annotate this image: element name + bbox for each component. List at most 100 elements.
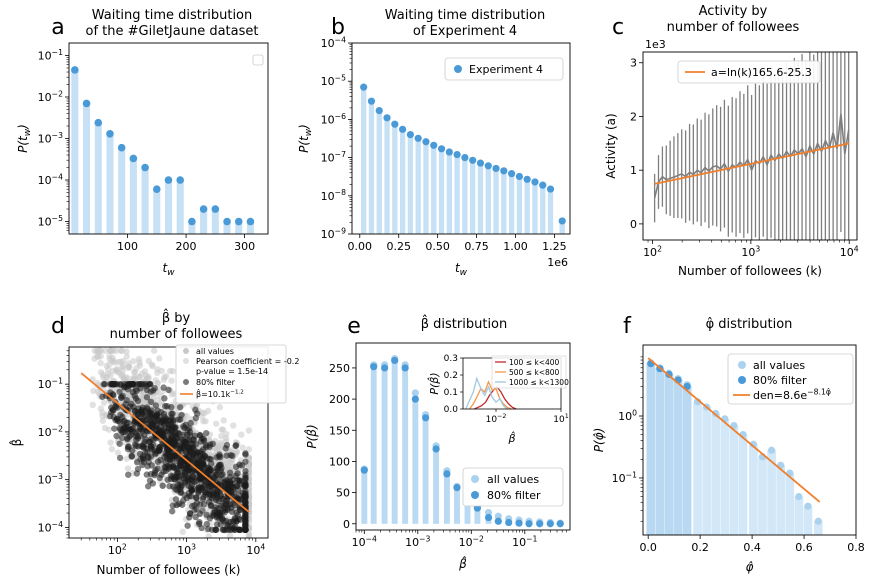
inset-y-tick-label-1: 0.1 [444,388,458,398]
bar-e-filter-4 [402,367,409,524]
point-e-filter-7 [432,445,440,453]
point-filter-958 [202,468,210,475]
point-e-filter-1 [370,363,378,371]
axes-frame-d [68,346,269,539]
point-filter-658 [204,525,212,533]
legend-box-f [727,353,854,405]
point-filter-613 [179,501,186,508]
point-all-821 [100,374,107,381]
x-axis-label-f: φ̂ [746,560,754,574]
point-filter-672 [129,447,136,454]
point-filter-962 [228,508,236,516]
point-b-7 [414,134,422,142]
point-all-262 [100,399,108,406]
point-all-510 [123,348,130,355]
point-filter-932 [160,433,168,440]
bar-b-9 [431,145,437,234]
legend-label-f-all: all values [753,359,805,372]
point-all-552 [117,347,125,354]
point-a-12 [211,205,220,213]
point-filter-979 [124,434,131,442]
bar-e-filter-1 [370,366,377,524]
point-filter-998 [134,408,141,416]
point-filter-980 [157,443,164,450]
point-all-605 [104,370,112,378]
bar-e-filter-8 [443,473,450,524]
legend-label-d-0: all values [196,347,234,356]
y-tick-label-e-2: 100 [329,455,350,468]
point-filter-452 [116,440,123,447]
x-tick-label-c-1: 103 [741,244,760,259]
point-a-13 [223,217,231,226]
panel-a: 100 200 300 10−5 10−4 10−3 10−2 10−1 Waiting tim… [16,8,269,278]
point-all-1074 [204,407,212,415]
panel-letter-a: a [51,15,64,40]
x-tick-label-b-5: 1.25 [542,240,567,253]
point-b-18 [500,167,508,175]
bar-b-12 [454,154,460,234]
point-b-11 [445,148,453,156]
point-filter-889 [125,419,132,427]
point-filter-892 [183,449,190,456]
point-filter-967 [191,502,198,509]
legend-marker-d-filter [183,379,189,385]
point-filter-729 [132,442,140,449]
x-tick-label-d-2: 104 [246,542,265,557]
point-f-all-18 [814,517,822,525]
point-filter-610 [216,451,223,458]
point-filter-662 [217,521,224,528]
point-filter-212 [162,402,169,410]
bar-f-all-13 [767,450,776,535]
bar-f-all-18 [814,521,823,535]
legend-box-c [677,60,821,84]
x-tick-label-e-2: 10−2 [459,534,484,549]
panel-b: 0.00 0.25 0.50 0.75 1.00 1.25 10−9 10−8 10−7 10−6… [297,8,571,278]
point-all-1179 [233,448,240,456]
point-filter-804 [242,458,249,465]
point-all-1059 [94,348,101,355]
bar-a-0 [71,69,79,234]
y-tick-label-c-3: 3 [630,57,637,70]
panel-letter-f: f [623,314,632,339]
point-b-20 [515,172,523,181]
y-tick-label-f-0: 10−1 [612,470,637,485]
series-line-c [653,113,850,199]
bar-e-filter-10 [464,500,471,524]
point-filter-711 [188,481,196,488]
bar-a-7 [153,189,161,234]
point-filter-997 [168,508,176,515]
point-e-all-5 [411,389,419,397]
point-all-593 [245,532,253,538]
point-filter-830 [170,463,177,470]
point-a-11 [199,205,208,213]
point-filter-856 [200,437,208,445]
point-a-8 [164,176,173,184]
point-filter-928 [172,496,180,503]
point-filter-840 [242,488,249,495]
y-tick-label-d-1: 10−3 [38,472,63,487]
point-filter-56 [147,398,155,406]
bar-f-all-15 [785,473,795,535]
point-filter-655 [152,450,159,458]
point-e-filter-6 [422,414,430,422]
point-a-3 [106,129,114,138]
point-filter-914 [195,455,203,463]
y-axis-label-d: β̂ [8,439,24,447]
inset-x-tick-label-1: 101 [553,413,568,425]
point-filter-986 [180,465,188,472]
point-filter-974 [242,474,249,481]
point-filter-330 [154,465,161,472]
point-all-91 [230,539,236,545]
point-filter-846 [167,475,175,483]
legend-c: a=ln(k)165.6-25.3 [677,60,821,84]
bar-f-all-7 [711,413,721,535]
bar-e-filter-7 [433,448,440,524]
point-filter-927 [186,514,193,521]
point-filter-888 [242,495,249,502]
y-tick-label-b-5: 10−4 [321,35,346,50]
point-f-all-16 [795,493,803,501]
y-tick-label-b-3: 10−6 [321,112,346,127]
bar-a-10 [188,221,196,234]
point-e-filter-5 [411,395,419,403]
